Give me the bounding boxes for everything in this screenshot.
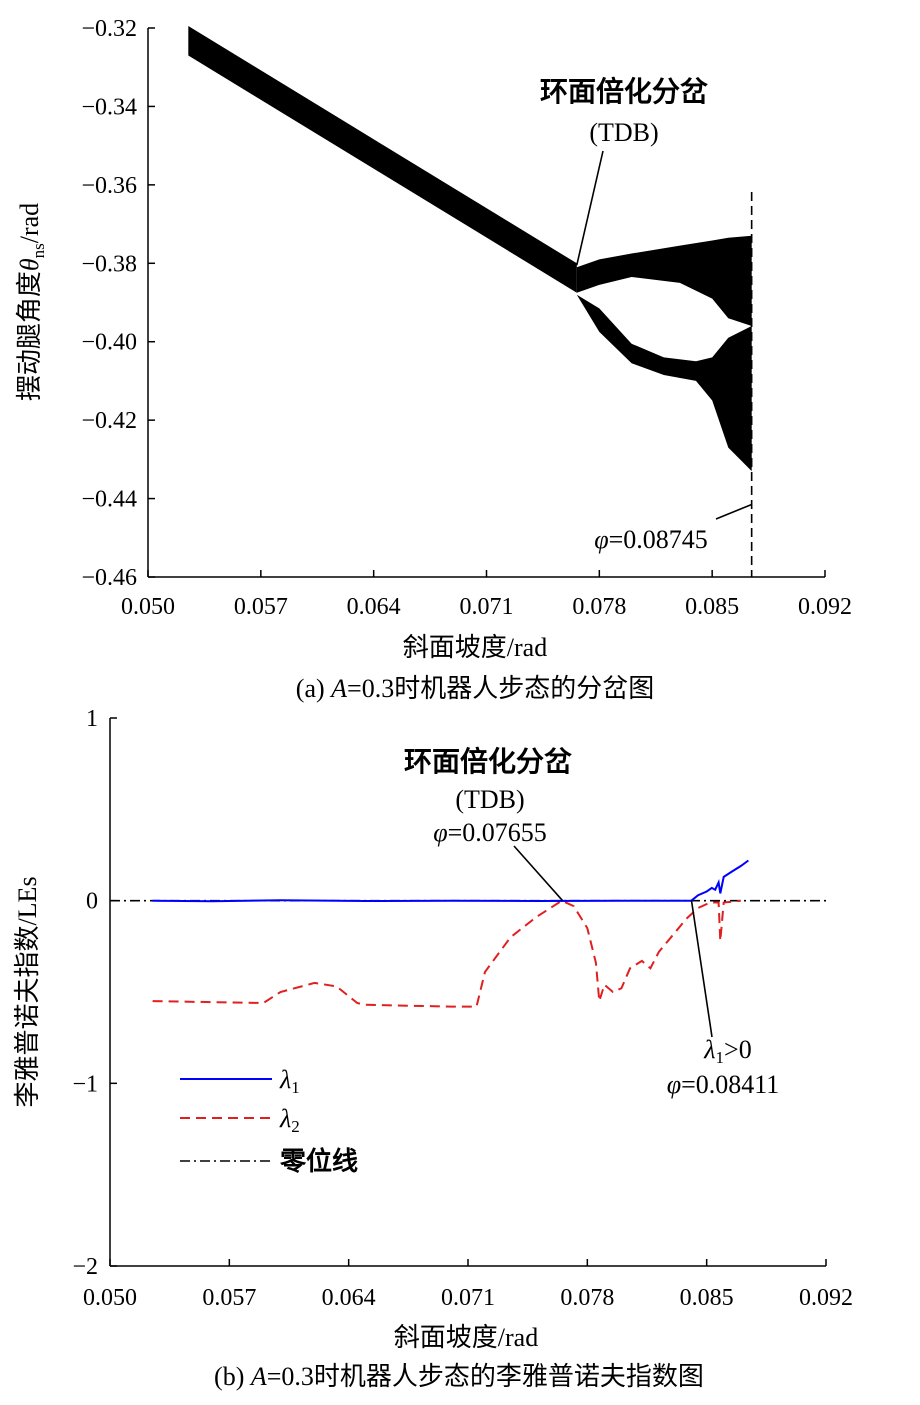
lyapunov-marks xyxy=(110,859,826,1008)
legend-label-lambda1: λ1 xyxy=(279,1065,300,1097)
y-axis-title-suffix: /rad xyxy=(15,203,44,243)
x-axis-title: 斜面坡度/rad xyxy=(394,1323,538,1352)
x-tick-label: 0.078 xyxy=(572,594,626,620)
annotation-phi-symbol: φ xyxy=(594,525,608,554)
legend-lambda2-subscript: 2 xyxy=(291,1117,300,1136)
annotation-lambda-symbol: λ xyxy=(703,1035,715,1064)
annotation-phi-number: =0.08745 xyxy=(609,525,708,554)
bifurcation-upper-branch xyxy=(576,235,752,326)
y-axis-title: 李雅普诺夫指数/LEs xyxy=(13,876,42,1107)
y-axis-title: 摆动腿角度θns/rad xyxy=(15,203,48,401)
x-tick-label: 0.085 xyxy=(685,594,739,620)
annotation-phi-number: =0.07655 xyxy=(448,818,547,847)
caption-b-var: A xyxy=(249,1362,267,1391)
caption-a-rest: =0.3时机器人步态的分岔图 xyxy=(347,674,654,703)
x-tick-label: 0.085 xyxy=(680,1285,734,1311)
bifurcation-marks xyxy=(188,26,753,577)
annotation-phi-symbol: φ xyxy=(667,1070,681,1099)
x-tick-label: 0.057 xyxy=(202,1285,256,1311)
legend-lambda1-subscript: 1 xyxy=(291,1078,300,1097)
x-tick-label: 0.092 xyxy=(799,1285,853,1311)
caption-b-label: (b) xyxy=(214,1362,251,1391)
annotation-tdb-phi: φ=0.07655 xyxy=(433,818,547,847)
annotation-phi-symbol: φ xyxy=(433,818,447,847)
y-tick-label: −0.44 xyxy=(81,487,137,513)
x-tick-label: 0.050 xyxy=(121,594,175,620)
y-ticks: −0.32 −0.34 −0.36 −0.38 −0.40 −0.42 −0.44 −0.46 xyxy=(81,16,155,591)
series-lambda2 xyxy=(152,899,741,1008)
legend-label-zero-line: 零位线 xyxy=(280,1146,358,1176)
x-tick-label: 0.057 xyxy=(234,594,288,620)
caption-a-label: (a) xyxy=(296,674,331,703)
y-tick-label: −0.46 xyxy=(81,565,137,591)
y-tick-label: −0.34 xyxy=(81,94,137,120)
x-axis-title: 斜面坡度/rad xyxy=(403,633,547,662)
y-axis-title-subscript: ns xyxy=(29,243,48,258)
bifurcation-lower-branch xyxy=(576,294,752,472)
y-tick-label: −2 xyxy=(72,1254,98,1280)
caption-b: (b) A=0.3时机器人步态的李雅普诺夫指数图 xyxy=(214,1362,704,1391)
x-tick-label: 0.071 xyxy=(460,594,514,620)
annotation-tdb-pointer xyxy=(513,845,564,902)
annotation-tdb-abbrev: (TDB) xyxy=(589,118,658,147)
x-tick-label: 0.050 xyxy=(83,1285,137,1311)
y-axis-title-prefix: 摆动腿角度 xyxy=(15,271,44,401)
y-ticks: 1 0 −1 −2 xyxy=(72,706,117,1280)
annotation-lambda-text: >0 xyxy=(724,1035,752,1064)
x-ticks: 0.050 0.057 0.064 0.071 0.078 0.085 0.092 xyxy=(83,1259,853,1311)
y-tick-label: 1 xyxy=(86,706,98,732)
x-ticks: 0.050 0.057 0.064 0.071 0.078 0.085 0.092 xyxy=(121,570,852,620)
annotation-lambda-pointer xyxy=(690,900,713,1038)
x-tick-label: 0.064 xyxy=(322,1285,376,1311)
caption-a: (a) A=0.3时机器人步态的分岔图 xyxy=(296,674,654,703)
x-tick-label: 0.092 xyxy=(798,594,852,620)
y-tick-label: −0.32 xyxy=(81,16,137,42)
y-axis-title-symbol: θ xyxy=(15,258,44,271)
bifurcation-band xyxy=(188,26,577,293)
annotation-phi-value: φ=0.08745 xyxy=(594,525,708,554)
legend: λ1 λ2 零位线 xyxy=(180,1065,358,1176)
y-tick-label: −0.40 xyxy=(81,330,137,356)
annotation-phi-pointer xyxy=(715,503,752,520)
annotation-tdb-abbrev: (TDB) xyxy=(455,785,524,814)
annotation-phi-number: =0.08411 xyxy=(681,1070,779,1099)
x-tick-label: 0.064 xyxy=(347,594,401,620)
bifurcation-chart: 0.050 0.057 0.064 0.071 0.078 0.085 0.092 −0.3… xyxy=(15,16,852,703)
legend-label-lambda2: λ2 xyxy=(279,1104,300,1136)
x-tick-label: 0.078 xyxy=(560,1285,614,1311)
annotation-phi-value: φ=0.08411 xyxy=(667,1070,780,1099)
y-tick-label: 0 xyxy=(86,889,98,915)
series-lambda1 xyxy=(152,859,749,903)
annotation-tdb-title: 环面倍化分岔 xyxy=(404,745,572,778)
annotation-tdb-pointer xyxy=(575,150,604,266)
annotation-lambda-positive: λ1>0 xyxy=(703,1035,751,1067)
lyapunov-chart: 0.050 0.057 0.064 0.071 0.078 0.085 0.092 1 0 −1… xyxy=(13,706,853,1391)
x-tick-label: 0.071 xyxy=(441,1285,495,1311)
legend-lambda1-symbol: λ xyxy=(279,1065,291,1094)
legend-lambda2-symbol: λ xyxy=(279,1104,291,1133)
caption-b-rest: =0.3时机器人步态的李雅普诺夫指数图 xyxy=(267,1362,704,1391)
annotation-lambda-subscript: 1 xyxy=(716,1048,725,1067)
y-tick-label: −0.36 xyxy=(81,173,137,199)
caption-a-var: A xyxy=(329,674,347,703)
y-tick-label: −0.38 xyxy=(81,251,137,277)
y-tick-label: −1 xyxy=(72,1071,98,1097)
y-tick-label: −0.42 xyxy=(81,408,137,434)
annotation-tdb-title: 环面倍化分岔 xyxy=(540,75,708,108)
